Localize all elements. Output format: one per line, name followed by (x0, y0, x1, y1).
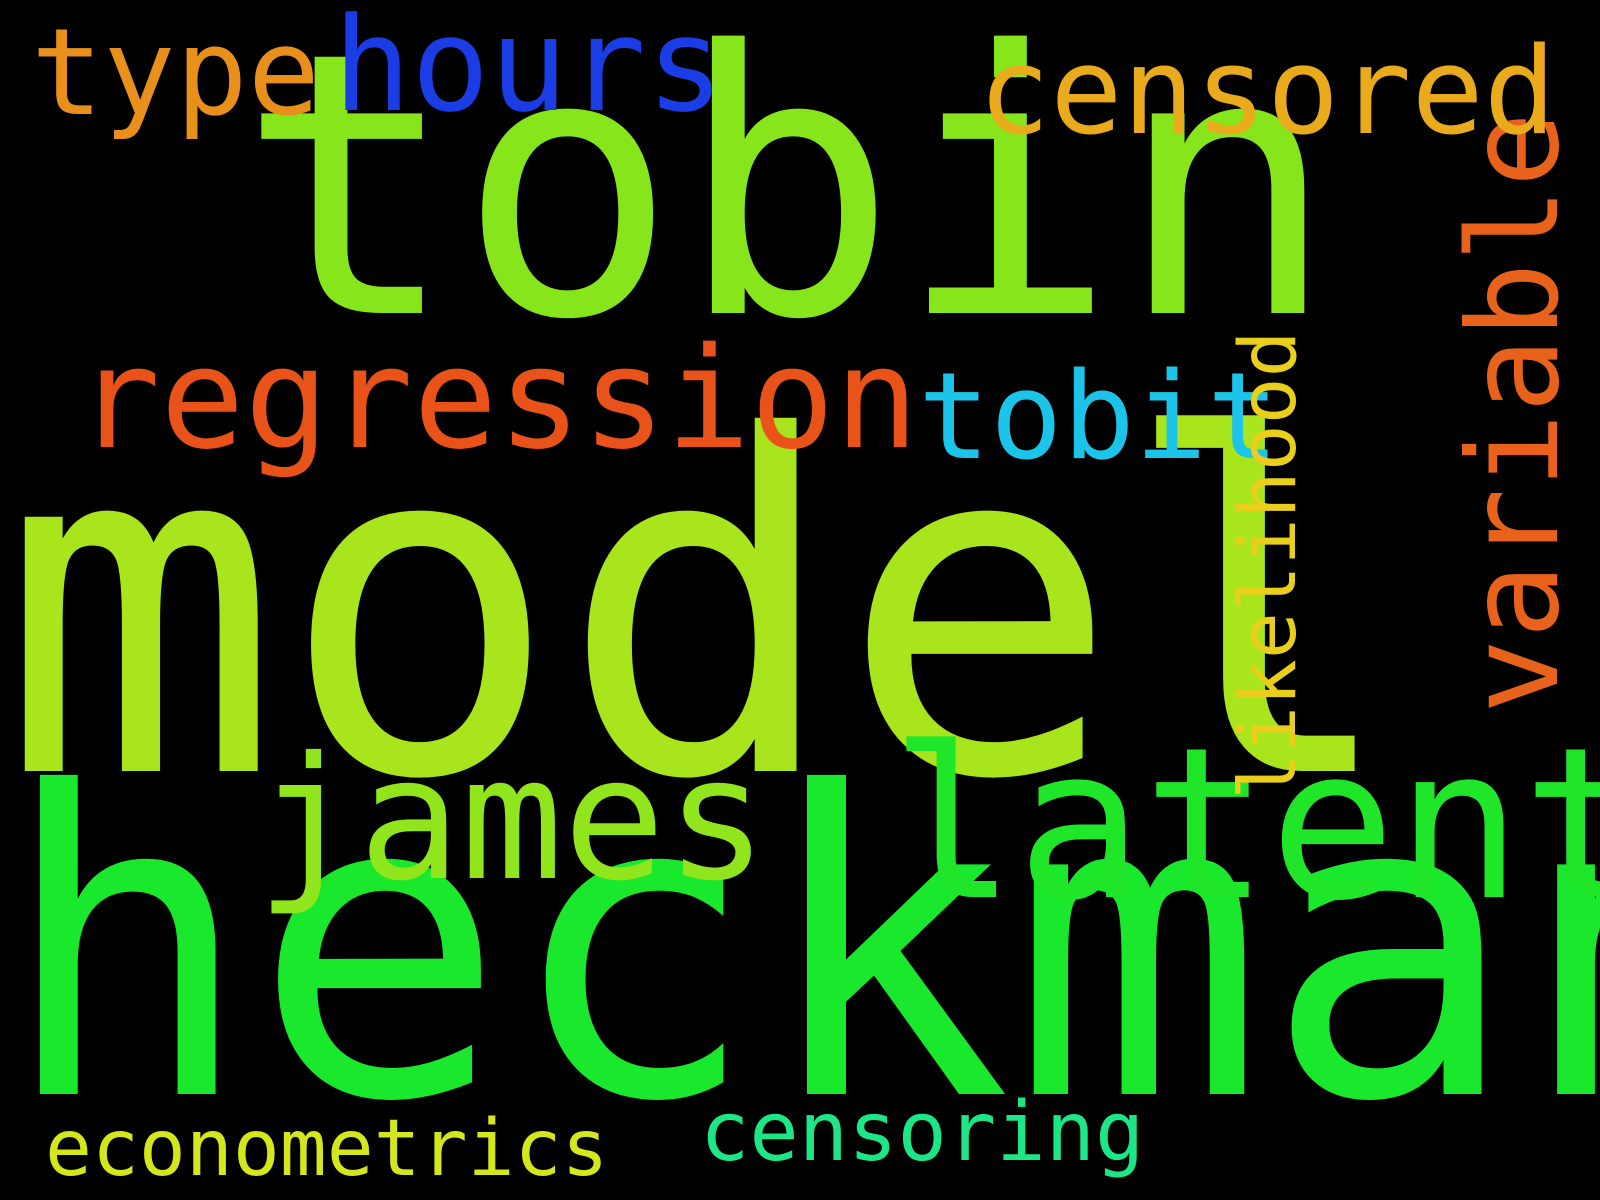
word-james: james (256, 721, 768, 919)
word-likelihood: likelihood (1224, 330, 1314, 800)
word-censoring: censoring (700, 1085, 1145, 1180)
word-regression: regression (76, 318, 919, 481)
word-econometrics: econometrics (45, 1104, 609, 1194)
word-latent: latent (890, 702, 1600, 947)
word-hours: hours (333, 0, 725, 141)
word-censored: censored (978, 23, 1556, 162)
word-model: model (0, 339, 1400, 881)
word-tobin: tobin (238, 0, 1337, 400)
word-tobit: tobit (918, 348, 1280, 487)
word-variable: variable (1442, 111, 1587, 714)
word-type: type (31, 4, 320, 143)
word-heckman: heckman (0, 705, 1600, 1194)
